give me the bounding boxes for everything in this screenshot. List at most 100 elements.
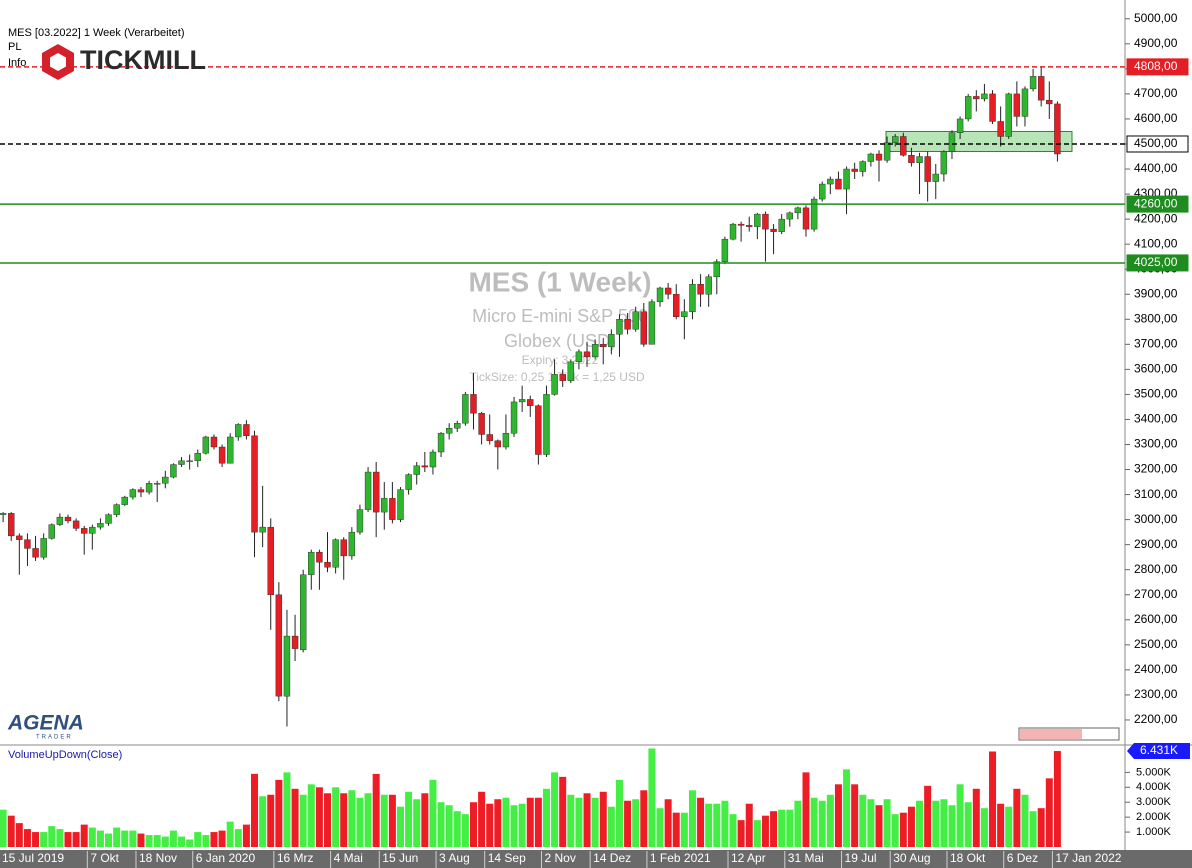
candle-body [389,498,396,520]
candle-body [721,238,729,262]
candle-body [145,483,153,493]
candle-body [413,465,420,475]
volume-bar [23,829,31,847]
candle-body [559,374,566,381]
watermark-text: Globex (USD) [504,331,616,351]
candle-body [97,523,104,528]
volume-bar [688,790,696,847]
candle-body [454,423,461,429]
level-label-box [1126,58,1189,76]
volume-bar [1029,811,1037,847]
candle-body [965,96,972,120]
candle-body [989,93,996,122]
y-tick-label: 3500,00 [1134,387,1178,401]
volume-bar [234,829,242,847]
volume-bar [867,799,875,847]
candle-body [316,551,323,563]
volume-bar [648,748,656,847]
volume-bar [121,830,129,847]
level-label: 4025,00 [1134,255,1178,269]
candle-body [624,319,631,330]
candle-body [356,509,364,533]
candle-body [981,93,988,100]
y-tick-label: 1.000K [1136,826,1172,838]
candle-body [664,287,672,295]
candle-body [746,225,753,227]
volume-bar [291,788,299,847]
volume-bar [907,806,915,847]
candle-body [486,434,493,441]
volume-pane [0,748,1061,847]
footer-logo-text: AGENA [7,712,84,735]
volume-bar [56,829,64,847]
candle-body [883,142,891,161]
candle-body [502,433,510,448]
candle-body [48,524,55,539]
volume-bar [72,832,80,847]
x-tick-label: 6 Dez [1007,851,1038,865]
volume-bar [948,805,956,847]
candle-body [299,574,307,651]
candle-body [405,474,412,490]
volume-bar [324,793,332,847]
candle-body [867,153,875,162]
volume-bar [745,803,753,847]
y-tick-label: 3000,00 [1134,512,1178,526]
volume-bar [64,832,72,847]
volume-bar [583,793,591,847]
candle-body [445,428,453,434]
candle-body [267,526,274,595]
volume-bar [267,794,275,847]
y-tick-label: 2200,00 [1134,712,1178,726]
y-tick-label: 3100,00 [1134,487,1178,501]
volume-bar [753,820,761,847]
candle-body [437,433,445,453]
candle-body [32,548,39,558]
candle-body [794,207,802,214]
volume-bar [1045,778,1053,847]
candle-body [908,155,915,163]
candle-body [235,424,242,438]
candle-body [1029,76,1037,90]
volume-bar [494,799,502,847]
volume-bar [315,787,323,847]
volume-bar [656,808,664,847]
candle-body [0,513,7,515]
chart-title: MES [03.2022] 1 Week (Verarbeitet) [8,27,185,39]
volume-bar [956,784,964,847]
volume-bar [445,805,453,847]
volume-bar [1013,788,1021,847]
level-label: 4500,00 [1134,136,1178,150]
candle-body [827,178,834,185]
candle-body [1037,76,1045,101]
y-tick-label: 4700,00 [1134,86,1178,100]
candle-body [162,476,169,484]
y-tick-label: 3800,00 [1134,311,1178,325]
candle-body [291,635,299,649]
volume-bar [924,785,932,847]
volume-bar [632,799,640,847]
volume-bar [137,833,145,847]
candle-body [900,136,907,156]
candle-body [226,436,234,464]
scroll-thumb[interactable] [1020,729,1082,739]
volume-bar [883,799,891,847]
candle-body [575,351,583,363]
x-tick-label: 18 Okt [950,851,986,865]
candle-body [510,401,518,434]
date-bar [0,850,1192,868]
volume-bar [567,794,575,847]
x-tick-label: 31 Mai [788,851,824,865]
candle-body [243,424,250,436]
x-tick-label: 4 Mai [334,851,363,865]
volume-bar [591,797,599,847]
volume-bar [186,839,194,847]
x-tick-label: 12 Apr [731,851,766,865]
x-tick-label: 3 Aug [439,851,470,865]
candle-body [819,183,826,200]
y-tick-label: 3400,00 [1134,412,1178,426]
volume-bar [48,826,56,847]
candle-body [429,451,437,468]
candle-body [843,168,850,190]
volume-bar [972,788,980,847]
